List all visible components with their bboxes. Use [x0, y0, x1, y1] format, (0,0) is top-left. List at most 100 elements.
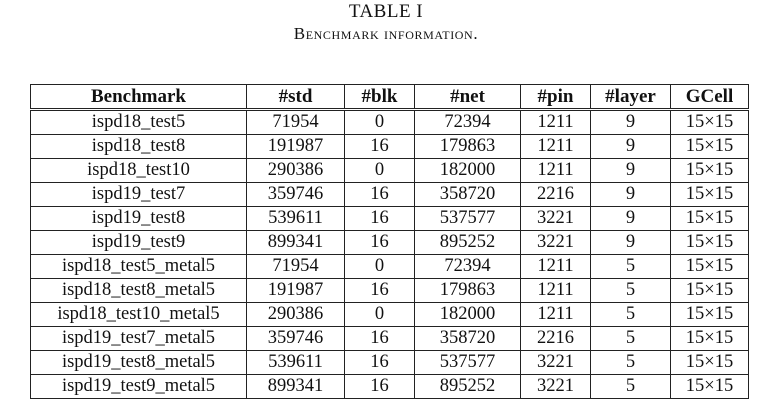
- cell-blk: 16: [344, 134, 415, 159]
- cell-net: 179863: [414, 134, 521, 159]
- table-row: ispd19_test7 359746 16 358720 2216 9 15×15: [30, 182, 749, 207]
- cell-pin: 1211: [520, 109, 591, 135]
- cell-std: 359746: [246, 326, 345, 351]
- cell-std: 359746: [246, 182, 345, 207]
- table-row: ispd19_test9_metal5 899341 16 895252 3221 5 15…: [30, 374, 749, 399]
- cell-std: 539611: [246, 206, 345, 231]
- cell-layer: 9: [590, 206, 671, 231]
- cell-gcell: 15×15: [670, 326, 749, 351]
- cell-benchmark: ispd19_test7: [30, 182, 247, 207]
- cell-blk: 0: [344, 158, 415, 183]
- cell-layer: 9: [590, 109, 671, 135]
- cell-blk: 16: [344, 326, 415, 351]
- cell-blk: 0: [344, 302, 415, 327]
- cell-pin: 1211: [520, 158, 591, 183]
- cell-layer: 5: [590, 302, 671, 327]
- cell-net: 895252: [414, 374, 521, 399]
- cell-pin: 1211: [520, 302, 591, 327]
- cell-gcell: 15×15: [670, 134, 749, 159]
- cell-std: 539611: [246, 350, 345, 375]
- cell-gcell: 15×15: [670, 254, 749, 279]
- cell-benchmark: ispd18_test5_metal5: [30, 254, 247, 279]
- cell-blk: 16: [344, 374, 415, 399]
- cell-blk: 16: [344, 182, 415, 207]
- cell-pin: 3221: [520, 350, 591, 375]
- cell-blk: 0: [344, 254, 415, 279]
- cell-net: 537577: [414, 350, 521, 375]
- cell-pin: 1211: [520, 278, 591, 303]
- cell-layer: 5: [590, 350, 671, 375]
- cell-blk: 16: [344, 206, 415, 231]
- cell-benchmark: ispd19_test7_metal5: [30, 326, 247, 351]
- cell-gcell: 15×15: [670, 109, 749, 135]
- cell-benchmark: ispd19_test8_metal5: [30, 350, 247, 375]
- header-blk: #blk: [344, 84, 415, 111]
- table-caption: Benchmark information.: [293, 24, 479, 43]
- cell-std: 191987: [246, 278, 345, 303]
- table-row: ispd19_test9 899341 16 895252 3221 9 15×15: [30, 230, 749, 255]
- header-layer: #layer: [590, 84, 671, 111]
- cell-net: 72394: [414, 254, 521, 279]
- cell-pin: 3221: [520, 374, 591, 399]
- cell-gcell: 15×15: [670, 374, 749, 399]
- cell-std: 899341: [246, 374, 345, 399]
- cell-blk: 16: [344, 230, 415, 255]
- cell-std: 290386: [246, 158, 345, 183]
- cell-layer: 5: [590, 254, 671, 279]
- cell-layer: 5: [590, 326, 671, 351]
- table-row: ispd18_test5 71954 0 72394 1211 9 15×15: [30, 109, 749, 135]
- cell-net: 179863: [414, 278, 521, 303]
- cell-std: 71954: [246, 254, 345, 279]
- table-row: ispd19_test8_metal5 539611 16 537577 3221 5 15…: [30, 350, 749, 375]
- table-row: ispd18_test10_metal5 290386 0 182000 1211 5 15…: [30, 302, 749, 327]
- table-title: TABLE I: [348, 1, 424, 22]
- cell-net: 895252: [414, 230, 521, 255]
- cell-std: 191987: [246, 134, 345, 159]
- cell-pin: 1211: [520, 134, 591, 159]
- header-net: #net: [414, 84, 521, 111]
- cell-net: 182000: [414, 158, 521, 183]
- table-row: ispd19_test8 539611 16 537577 3221 9 15×15: [30, 206, 749, 231]
- cell-net: 358720: [414, 326, 521, 351]
- cell-benchmark: ispd18_test8: [30, 134, 247, 159]
- header-benchmark: Benchmark: [30, 84, 247, 111]
- cell-std: 290386: [246, 302, 345, 327]
- cell-gcell: 15×15: [670, 302, 749, 327]
- cell-layer: 9: [590, 134, 671, 159]
- cell-pin: 2216: [520, 326, 591, 351]
- cell-std: 71954: [246, 109, 345, 135]
- cell-benchmark: ispd19_test9: [30, 230, 247, 255]
- cell-layer: 9: [590, 182, 671, 207]
- cell-gcell: 15×15: [670, 158, 749, 183]
- cell-blk: 16: [344, 350, 415, 375]
- table-row: ispd18_test8 191987 16 179863 1211 9 15×15: [30, 134, 749, 159]
- cell-pin: 3221: [520, 206, 591, 231]
- header-gcell: GCell: [670, 84, 749, 111]
- cell-benchmark: ispd19_test9_metal5: [30, 374, 247, 399]
- cell-benchmark: ispd18_test5: [30, 109, 247, 135]
- benchmark-table: Benchmark #std #blk #net #pin #layer GCe…: [30, 84, 749, 399]
- header-std: #std: [246, 84, 345, 111]
- cell-gcell: 15×15: [670, 278, 749, 303]
- cell-pin: 2216: [520, 182, 591, 207]
- cell-benchmark: ispd19_test8: [30, 206, 247, 231]
- cell-layer: 5: [590, 374, 671, 399]
- cell-pin: 1211: [520, 254, 591, 279]
- cell-benchmark: ispd18_test8_metal5: [30, 278, 247, 303]
- cell-layer: 5: [590, 278, 671, 303]
- cell-std: 899341: [246, 230, 345, 255]
- cell-gcell: 15×15: [670, 350, 749, 375]
- cell-gcell: 15×15: [670, 230, 749, 255]
- cell-net: 537577: [414, 206, 521, 231]
- table-row: ispd18_test10 290386 0 182000 1211 9 15×15: [30, 158, 749, 183]
- cell-net: 182000: [414, 302, 521, 327]
- cell-benchmark: ispd18_test10_metal5: [30, 302, 247, 327]
- cell-net: 358720: [414, 182, 521, 207]
- table-body: ispd18_test5 71954 0 72394 1211 9 15×15 ispd18_…: [30, 109, 749, 399]
- cell-pin: 3221: [520, 230, 591, 255]
- table-row: ispd18_test5_metal5 71954 0 72394 1211 5 15×15: [30, 254, 749, 279]
- cell-blk: 0: [344, 109, 415, 135]
- header-pin: #pin: [520, 84, 591, 111]
- cell-layer: 9: [590, 230, 671, 255]
- table-row: ispd19_test7_metal5 359746 16 358720 2216 5 15…: [30, 326, 749, 351]
